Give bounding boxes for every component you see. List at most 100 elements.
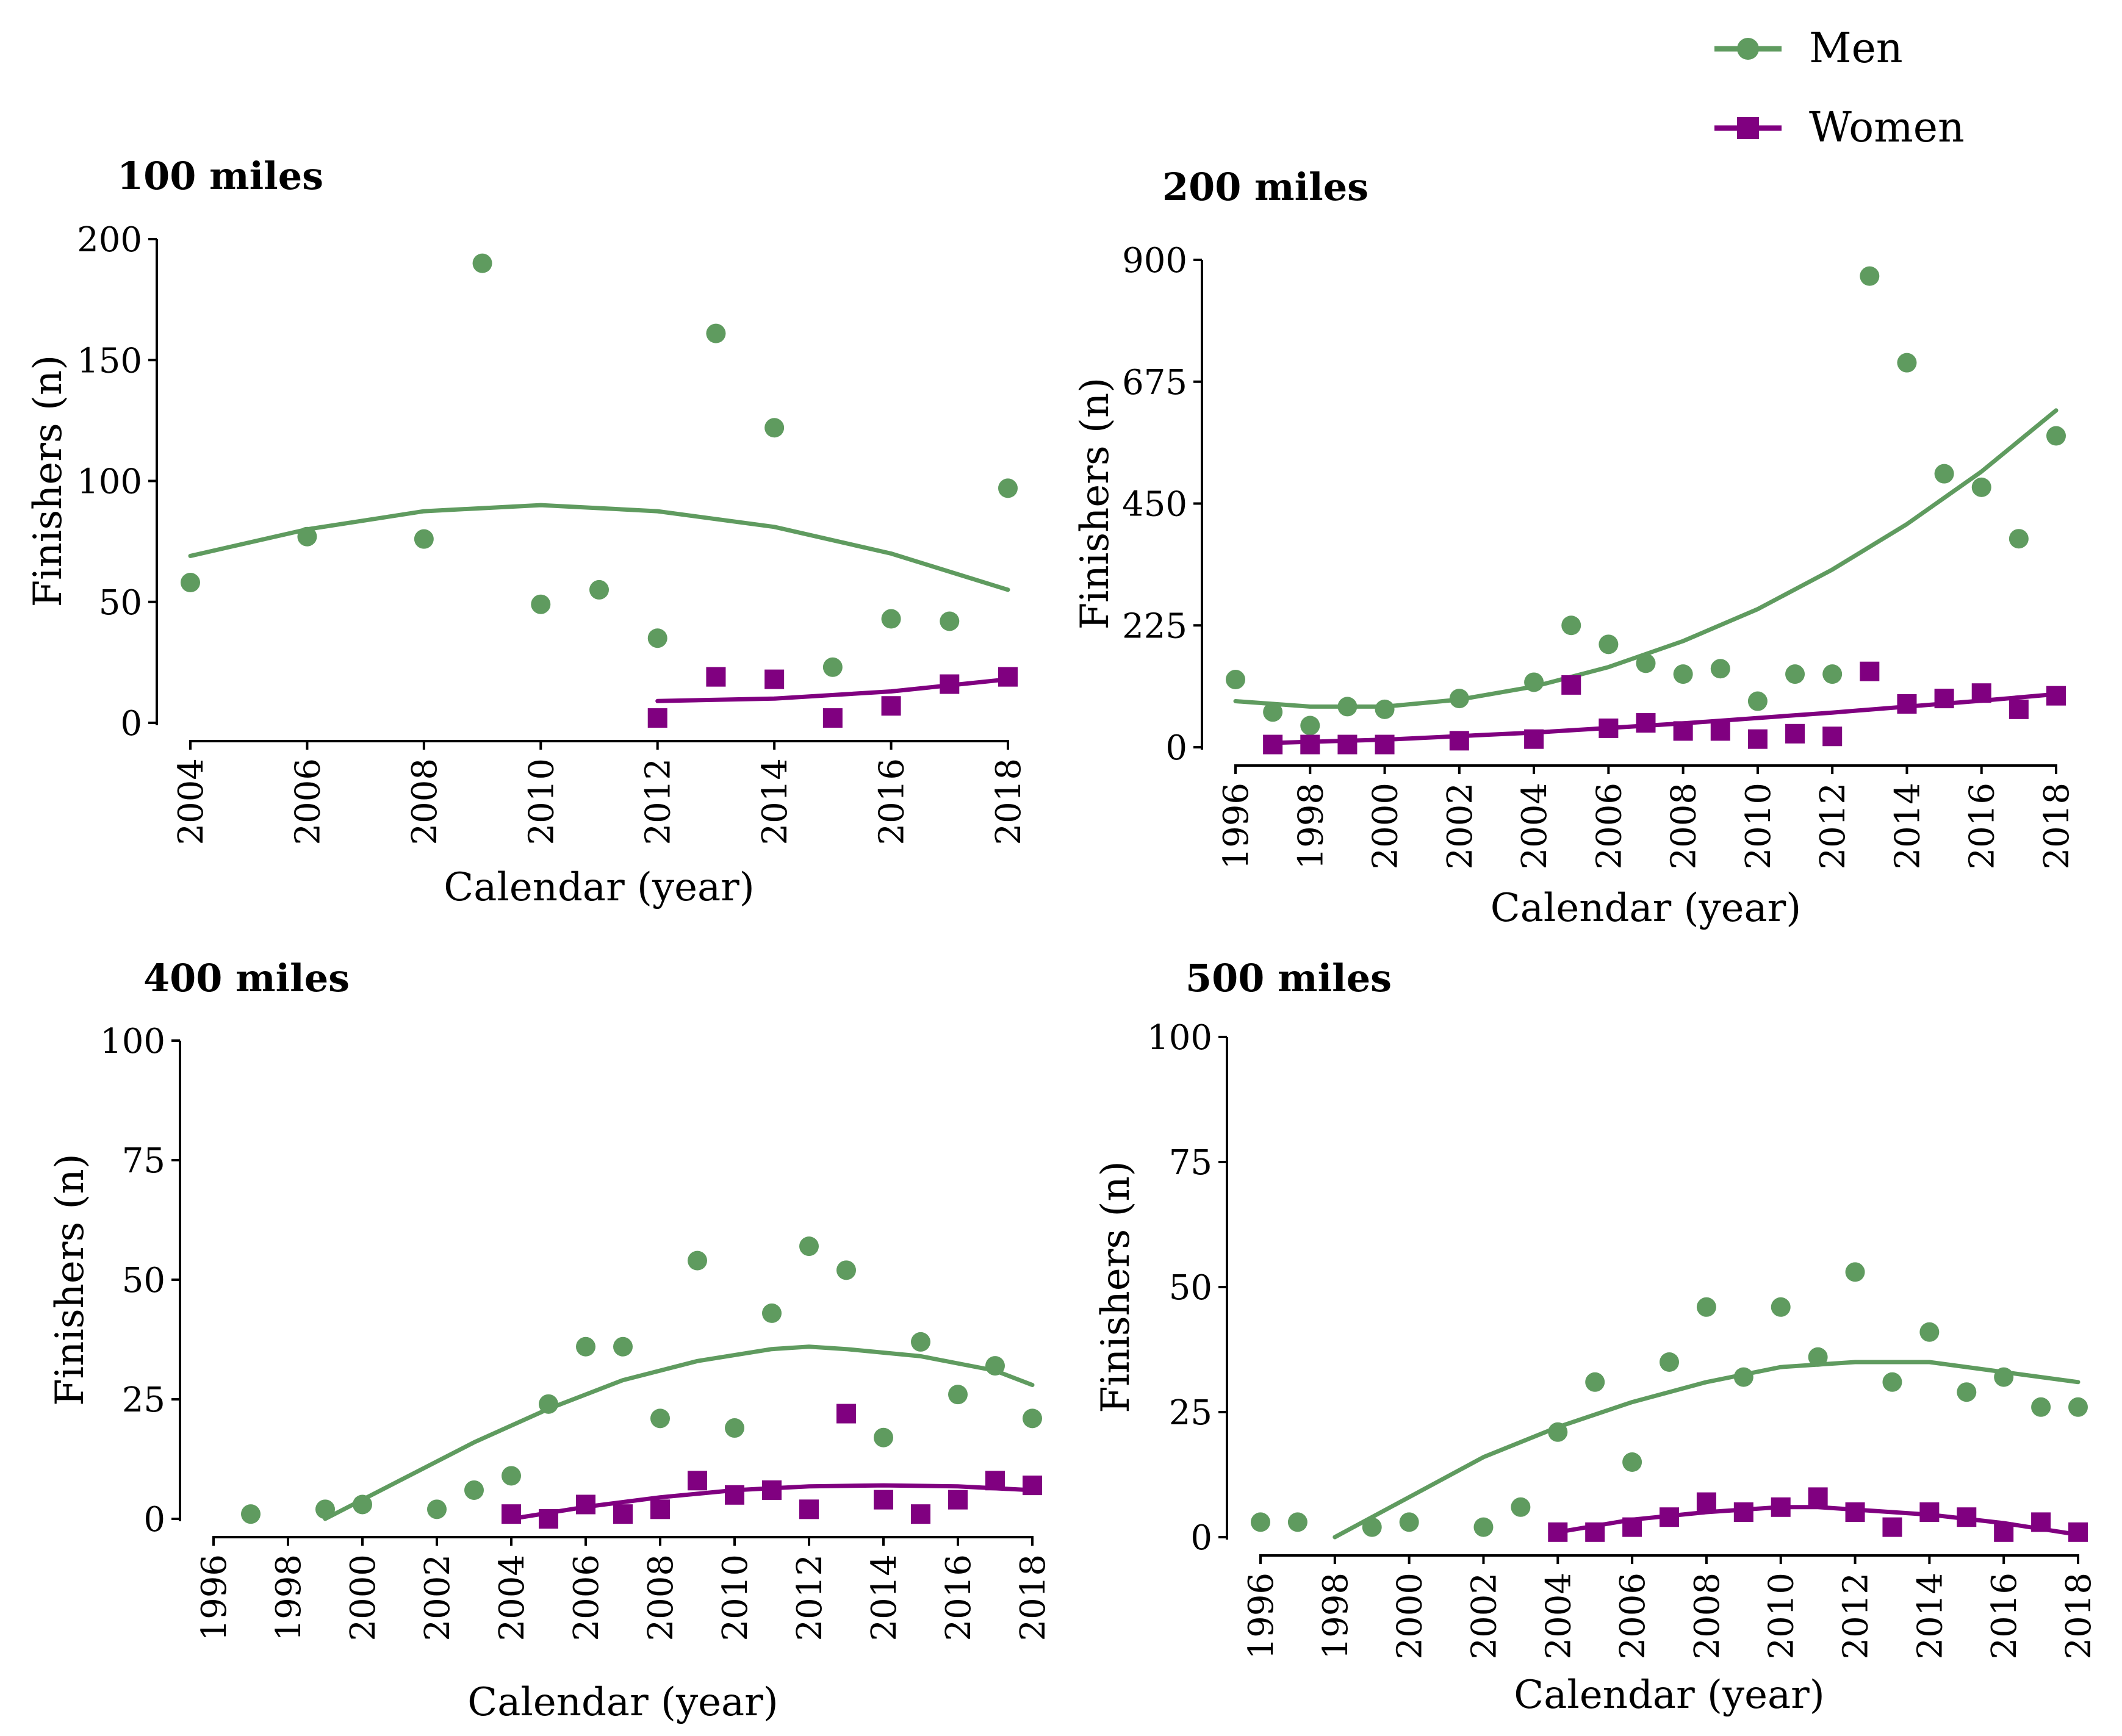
data-point-women	[762, 1480, 782, 1500]
data-point-women	[725, 1485, 744, 1505]
y-axis-label-200-miles: Finishers (n)	[1073, 378, 1118, 629]
data-point-women	[1673, 721, 1693, 741]
series-women-500-miles	[1548, 1487, 2088, 1542]
x-tick-label-400-miles: 2014	[865, 1554, 904, 1641]
data-point-men	[1561, 615, 1581, 636]
data-point-men	[1449, 689, 1469, 709]
data-point-men	[1673, 664, 1693, 684]
data-point-men	[1524, 672, 1544, 692]
data-point-men	[539, 1394, 558, 1414]
x-tick-label-400-miles: 2018	[1013, 1554, 1053, 1641]
data-point-men	[464, 1480, 484, 1500]
data-point-men	[1771, 1297, 1791, 1317]
data-point-men	[297, 526, 317, 547]
data-point-men	[502, 1466, 521, 1486]
data-point-men	[2031, 1397, 2051, 1417]
data-point-men	[1994, 1367, 2014, 1387]
y-tick-label-200-miles: 900	[1122, 241, 1187, 281]
data-point-men	[1882, 1372, 1902, 1392]
data-point-women	[1660, 1507, 1679, 1527]
data-point-women	[881, 696, 901, 716]
series-men-500-miles	[1251, 1262, 2088, 1540]
data-point-men	[1511, 1497, 1531, 1517]
x-tick-label-400-miles: 2016	[939, 1554, 979, 1641]
y-tick-label-500-miles: 75	[1169, 1143, 1212, 1183]
data-point-women	[1524, 729, 1544, 749]
x-tick-label-400-miles: 2002	[418, 1554, 458, 1641]
y-tick-label-100-miles: 50	[99, 583, 142, 623]
y-tick-label-400-miles: 0	[143, 1500, 165, 1540]
legend-women-marker	[1737, 117, 1759, 139]
y-axis-label-400-miles: Finishers (n)	[48, 1153, 93, 1405]
data-point-men	[1897, 353, 1917, 373]
x-tick-label-400-miles: 1996	[195, 1554, 234, 1641]
data-point-men	[2046, 426, 2066, 446]
data-point-men	[836, 1260, 856, 1280]
x-tick-label-200-miles: 2018	[2037, 783, 2077, 870]
x-tick-label-100-miles: 2018	[989, 758, 1029, 845]
x-tick-label-100-miles: 2016	[872, 758, 912, 845]
data-point-women	[1561, 675, 1581, 695]
data-point-men	[985, 1356, 1005, 1376]
data-point-men	[2068, 1397, 2088, 1417]
data-point-men	[948, 1385, 968, 1405]
trend-line-men-500-miles	[1333, 1360, 2081, 1540]
x-tick-label-200-miles: 2002	[1440, 783, 1480, 870]
data-point-men	[1822, 664, 1843, 684]
legend-women-label: Women	[1809, 104, 1965, 152]
data-point-women	[1957, 1507, 1977, 1527]
data-point-women	[2031, 1512, 2051, 1532]
series-men-400-miles	[241, 1236, 1042, 1524]
series-women-100-miles	[647, 667, 1018, 728]
x-tick-label-400-miles: 2008	[641, 1554, 681, 1641]
data-point-men	[762, 1303, 782, 1323]
x-tick-label-200-miles: 2012	[1813, 783, 1853, 870]
trend-line-men-400-miles	[323, 1344, 1035, 1521]
data-point-women	[576, 1494, 595, 1515]
data-point-women	[1636, 713, 1656, 733]
data-point-men	[1696, 1297, 1716, 1317]
y-tick-label-200-miles: 0	[1165, 728, 1187, 768]
panel-500-miles: 500 miles 0 25 50 75 100 1996 1998 2000 2002 2004 2…	[1093, 956, 2099, 1718]
data-point-men	[1548, 1422, 1568, 1442]
x-tick-label-500-miles: 2010	[1762, 1573, 1802, 1660]
data-point-men	[589, 579, 609, 600]
data-point-women	[1733, 1502, 1753, 1522]
data-point-men	[647, 628, 667, 648]
data-point-men	[911, 1332, 930, 1352]
series-men-200-miles	[1226, 266, 2066, 736]
data-point-women	[539, 1509, 558, 1529]
data-point-men	[472, 253, 492, 273]
data-point-women	[1808, 1487, 1828, 1507]
data-point-women	[874, 1490, 893, 1510]
y-tick-label-100-miles: 100	[77, 462, 142, 502]
x-tick-label-500-miles: 1996	[1242, 1573, 1281, 1660]
data-point-women	[706, 667, 726, 687]
y-tick-label-100-miles: 200	[77, 220, 142, 260]
data-point-women	[1449, 731, 1469, 751]
data-point-men	[1362, 1517, 1382, 1537]
data-point-men	[688, 1250, 707, 1271]
series-men-100-miles	[181, 253, 1018, 677]
x-tick-label-200-miles: 1998	[1291, 783, 1331, 870]
x-tick-label-400-miles: 2004	[492, 1554, 532, 1641]
x-tick-label-100-miles: 2014	[755, 758, 795, 845]
data-point-women	[1337, 734, 1358, 755]
x-tick-label-200-miles: 2016	[1963, 783, 2002, 870]
data-point-women	[1897, 694, 1917, 714]
x-tick-label-500-miles: 2014	[1910, 1573, 1950, 1660]
y-tick-label-400-miles: 100	[100, 1022, 165, 1061]
data-point-men	[1337, 697, 1358, 717]
x-tick-label-500-miles: 2016	[1985, 1573, 2024, 1660]
data-point-men	[764, 418, 785, 438]
data-point-women	[1845, 1502, 1865, 1522]
data-point-men	[1710, 659, 1730, 679]
trend-line-women-500-miles	[1555, 1505, 2081, 1537]
y-tick-label-400-miles: 50	[122, 1261, 165, 1300]
data-point-women	[1599, 718, 1619, 738]
x-tick-label-100-miles: 2008	[405, 758, 445, 845]
data-point-women	[2068, 1522, 2088, 1542]
data-point-men	[241, 1504, 261, 1524]
y-tick-label-500-miles: 100	[1147, 1018, 1212, 1058]
data-point-men	[1934, 464, 1954, 484]
